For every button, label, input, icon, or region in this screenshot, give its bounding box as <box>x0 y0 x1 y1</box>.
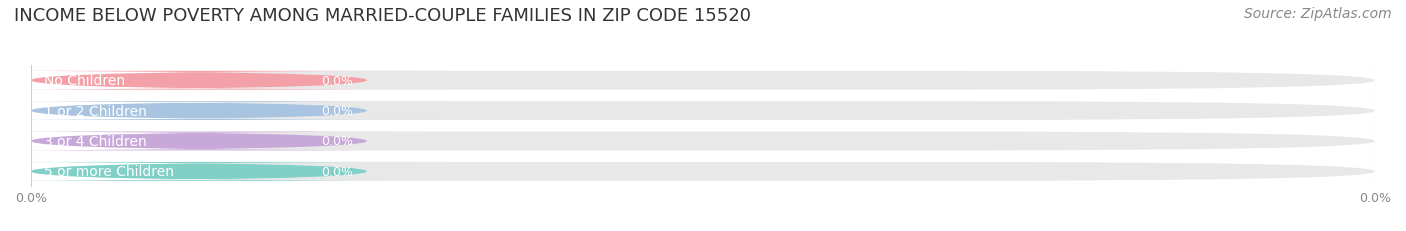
FancyBboxPatch shape <box>31 102 1375 121</box>
Text: 0.0%: 0.0% <box>322 105 353 118</box>
Text: Source: ZipAtlas.com: Source: ZipAtlas.com <box>1244 7 1392 21</box>
Text: 0.0%: 0.0% <box>322 135 353 148</box>
Text: 5 or more Children: 5 or more Children <box>45 165 174 179</box>
Text: 3 or 4 Children: 3 or 4 Children <box>45 134 148 148</box>
Text: 0.0%: 0.0% <box>322 165 353 178</box>
FancyBboxPatch shape <box>31 162 1375 181</box>
FancyBboxPatch shape <box>31 72 1375 90</box>
FancyBboxPatch shape <box>0 72 447 90</box>
Text: No Children: No Children <box>45 74 125 88</box>
FancyBboxPatch shape <box>31 132 1375 151</box>
Text: INCOME BELOW POVERTY AMONG MARRIED-COUPLE FAMILIES IN ZIP CODE 15520: INCOME BELOW POVERTY AMONG MARRIED-COUPL… <box>14 7 751 25</box>
FancyBboxPatch shape <box>0 102 447 121</box>
Text: 1 or 2 Children: 1 or 2 Children <box>45 104 148 118</box>
Text: 0.0%: 0.0% <box>322 74 353 87</box>
FancyBboxPatch shape <box>0 132 447 151</box>
FancyBboxPatch shape <box>0 162 447 181</box>
